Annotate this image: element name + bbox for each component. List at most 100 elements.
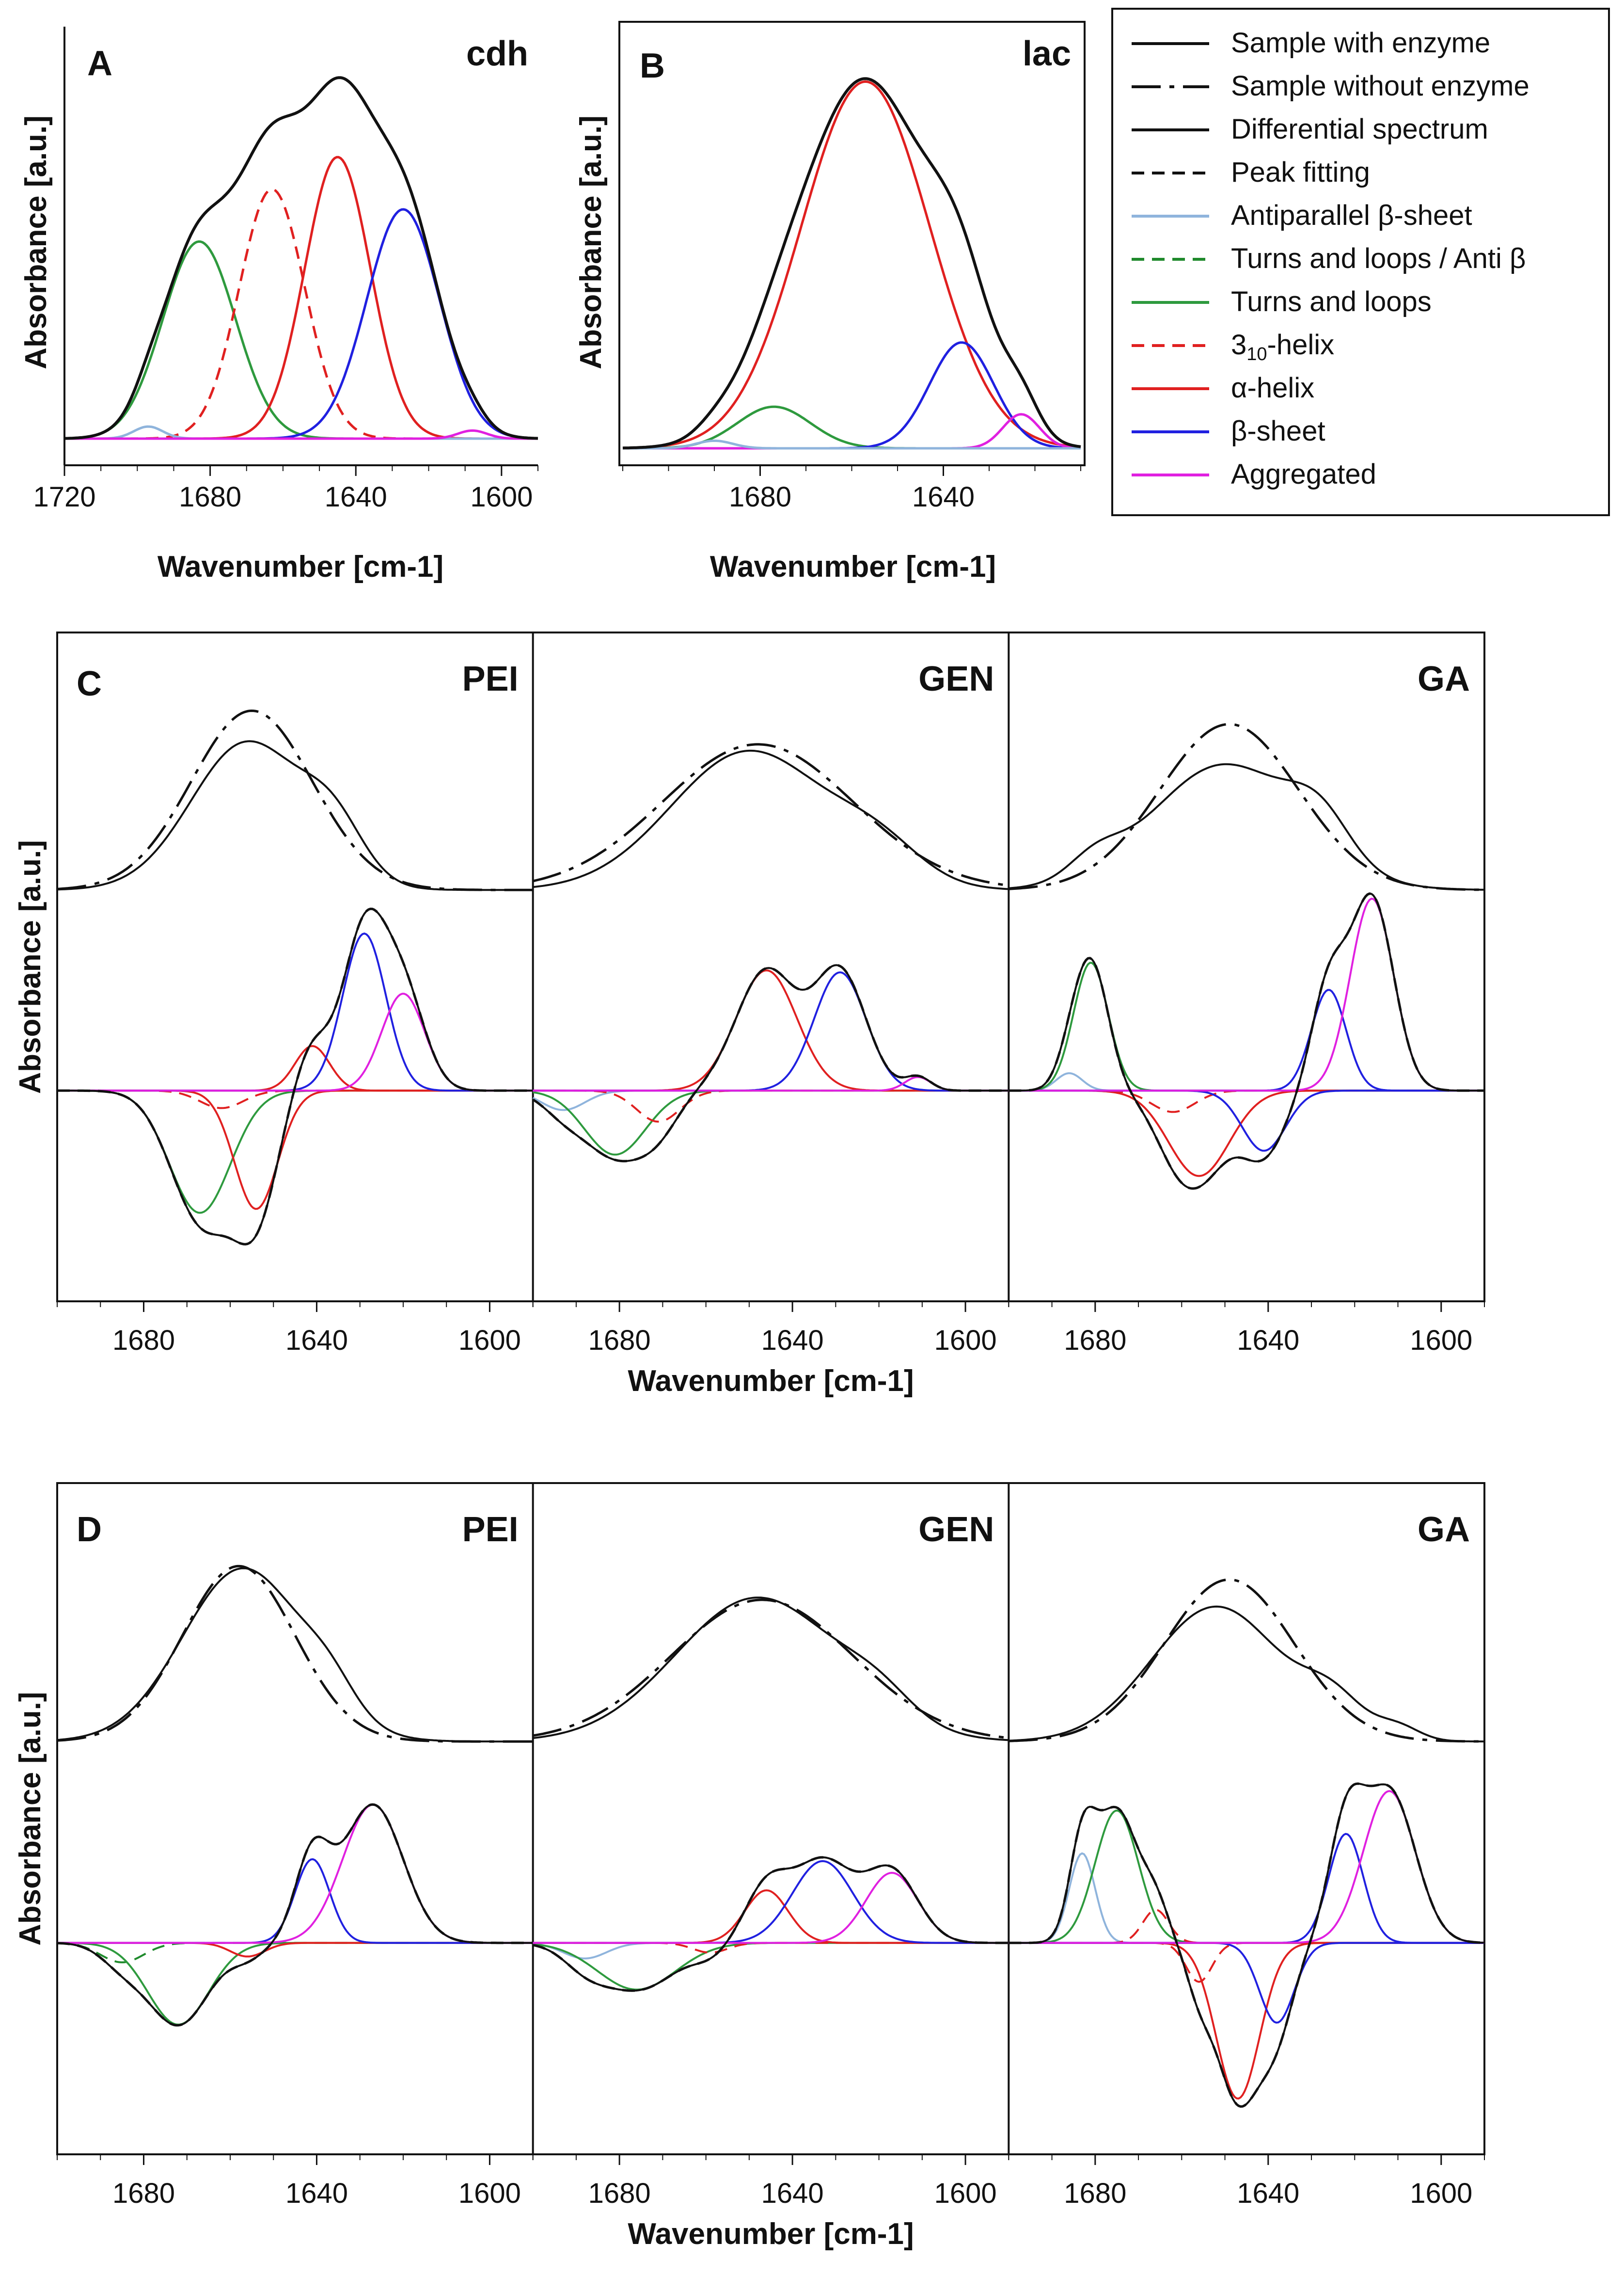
- panel-D-x-label: Wavenumber [cm-1]: [628, 2217, 914, 2251]
- peak-fit-curve: [1009, 892, 1484, 1190]
- subpanel-beta-band: [1009, 1833, 1484, 1944]
- subpanel-turns_anti-band: [57, 1942, 533, 1963]
- subpanel-title: GA: [1418, 1510, 1470, 1549]
- panel-D-frame: [56, 1482, 1485, 2155]
- legend-label-beta: β-sheet: [1231, 415, 1325, 447]
- panel-B-antiparallel-band: [623, 439, 1081, 450]
- x-tick-label: 1680: [112, 2178, 175, 2209]
- subpanel-aggregated-band: [533, 1076, 1009, 1092]
- x-tick-label: 1600: [1410, 2178, 1472, 2209]
- panel-A-sample-spectrum: [64, 76, 538, 440]
- subpanel-alpha-band: [1009, 1942, 1484, 2100]
- subpanel-beta-band: [533, 971, 1009, 1092]
- subpanel-turns-band: [1009, 962, 1484, 1092]
- subpanel-turns-band: [1009, 1809, 1484, 1944]
- x-tick-label: 1680: [588, 1325, 651, 1356]
- x-tick-label: 1680: [729, 481, 791, 513]
- x-tick-label: 1640: [1237, 1325, 1299, 1356]
- subpanel-title: PEI: [462, 660, 519, 698]
- subpanel-alpha-band: [57, 1942, 533, 1958]
- subpanel-turns-band: [533, 1942, 1009, 1991]
- subpanel-alpha-band: [57, 1090, 533, 1210]
- panel-A-y-label: Absorbance [a.u.]: [19, 115, 53, 369]
- legend-label-sample_with: Sample with enzyme: [1231, 27, 1490, 59]
- x-tick-label: 1600: [470, 481, 533, 513]
- sample-with-enzyme-curve: [533, 749, 1009, 890]
- x-tick-label: 1720: [33, 481, 95, 513]
- panel-C-letter: C: [77, 664, 102, 703]
- panel-A-aggregated-band: [64, 429, 538, 440]
- differential-spectrum: [57, 1803, 533, 2026]
- panel-A-antiparallel-band: [64, 425, 538, 440]
- panel-B-x-label: Wavenumber [cm-1]: [710, 550, 996, 584]
- sample-without-enzyme-curve: [57, 710, 533, 891]
- panel-A-x-label: Wavenumber [cm-1]: [158, 550, 443, 584]
- subpanel-antiparallel-band: [533, 1942, 1009, 1959]
- subpanel-aggregated-band: [1009, 1790, 1485, 1944]
- subpanel-beta-band: [1009, 1942, 1484, 2024]
- panel-C-frame: [56, 632, 1485, 1302]
- x-tick-label: 1680: [1064, 2178, 1126, 2209]
- x-tick-label: 1640: [761, 1325, 824, 1356]
- panel-B-turns-band: [623, 405, 1081, 450]
- sample-with-enzyme-curve: [57, 740, 533, 891]
- legend-label-turns: Turns and loops: [1231, 286, 1432, 317]
- sample-with-enzyme-curve: [57, 1567, 533, 1743]
- legend-box: [1111, 8, 1610, 516]
- legend-label-aggregated: Aggregated: [1231, 458, 1376, 490]
- panel-A-peak-fit: [64, 76, 538, 440]
- subpanel-antiparallel-band: [532, 1090, 1009, 1111]
- panel-B-title: lac: [1023, 34, 1071, 73]
- x-tick-label: 1680: [588, 2178, 651, 2209]
- panel-D-letter: D: [77, 1510, 102, 1549]
- legend-label-helix310: 310-helix: [1231, 329, 1334, 364]
- subpanel-antiparallel-band: [1009, 1072, 1484, 1092]
- x-tick-label: 1600: [458, 2178, 521, 2209]
- sample-with-enzyme-curve: [533, 1596, 1009, 1741]
- x-tick-label: 1640: [1237, 2178, 1299, 2209]
- x-tick-label: 1680: [1064, 1325, 1126, 1356]
- sample-without-enzyme-curve: [1009, 723, 1484, 891]
- peak-fit-curve: [533, 1856, 1009, 1992]
- subpanel-alpha-band: [533, 1889, 1009, 1944]
- x-tick-label: 1600: [934, 2178, 997, 2209]
- panel-A-helix310-band: [64, 188, 538, 440]
- x-tick-label: 1600: [458, 1325, 521, 1356]
- x-tick-label: 1680: [112, 1325, 175, 1356]
- legend-label-sample_without: Sample without enzyme: [1231, 70, 1529, 102]
- subpanel-turns-band: [57, 1090, 533, 1214]
- subpanel-helix310-band: [1009, 1090, 1484, 1113]
- subpanel-helix310-band: [533, 1090, 1009, 1123]
- panel-B-sample-spectrum: [622, 77, 1081, 450]
- x-tick-label: 1640: [761, 2178, 824, 2209]
- legend-label-turns_anti: Turns and loops / Anti β: [1231, 243, 1526, 274]
- subpanel-aggregated-band: [57, 993, 533, 1092]
- sample-without-enzyme-curve: [1009, 1578, 1484, 1743]
- subpanel-title: GA: [1418, 660, 1470, 698]
- x-tick-label: 1600: [1410, 1325, 1472, 1356]
- legend-label-fit: Peak fitting: [1231, 157, 1370, 188]
- differential-spectrum: [532, 964, 1009, 1162]
- sample-without-enzyme-curve: [533, 743, 1009, 887]
- subpanel-helix310-band: [533, 1942, 1009, 1954]
- panel-B-alpha-band: [622, 80, 1081, 449]
- subpanel-title: PEI: [462, 1510, 519, 1549]
- peak-fit-curve: [532, 964, 1009, 1163]
- subpanel-alpha-band: [533, 969, 1009, 1092]
- panel-A-beta-band: [64, 208, 538, 440]
- subpanel-title: GEN: [918, 660, 994, 698]
- subpanel-beta-band: [1009, 989, 1484, 1092]
- peak-fit-curve: [57, 907, 533, 1246]
- x-tick-label: 1600: [934, 1325, 997, 1356]
- subpanel-antiparallel-band: [1009, 1852, 1484, 1944]
- subpanel-beta-band: [57, 932, 533, 1092]
- differential-spectrum: [57, 908, 533, 1246]
- panel-B-y-label: Absorbance [a.u.]: [574, 115, 608, 369]
- x-tick-label: 1680: [179, 481, 241, 513]
- panel-D-y-label: Absorbance [a.u.]: [14, 1692, 47, 1946]
- sample-without-enzyme-curve: [57, 1564, 533, 1743]
- differential-spectrum: [1009, 892, 1484, 1190]
- panel-C-y-label: Absorbance [a.u.]: [14, 840, 47, 1094]
- peak-fit-curve: [57, 1803, 533, 2027]
